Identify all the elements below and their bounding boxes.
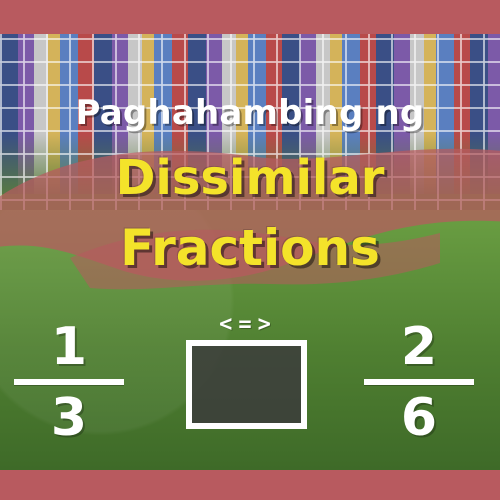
right-numerator: 2 (400, 317, 438, 377)
left-numerator: 1 (50, 317, 88, 377)
answer-box[interactable] (186, 340, 307, 429)
top-border-band (0, 0, 500, 34)
title-line-1: Paghahambing ng (75, 93, 425, 133)
left-fraction-bar (14, 379, 124, 385)
right-denominator: 6 (400, 388, 438, 448)
title-line-3: Fractions (120, 219, 380, 277)
left-fraction: 1 3 (14, 317, 124, 448)
bottom-border-band (0, 470, 500, 500)
right-fraction: 2 6 (364, 317, 474, 448)
right-fraction-bar (364, 379, 474, 385)
title-line-2: Dissimilar (115, 150, 385, 206)
left-denominator: 3 (50, 388, 88, 448)
comparison-symbols: <=> (219, 312, 277, 337)
